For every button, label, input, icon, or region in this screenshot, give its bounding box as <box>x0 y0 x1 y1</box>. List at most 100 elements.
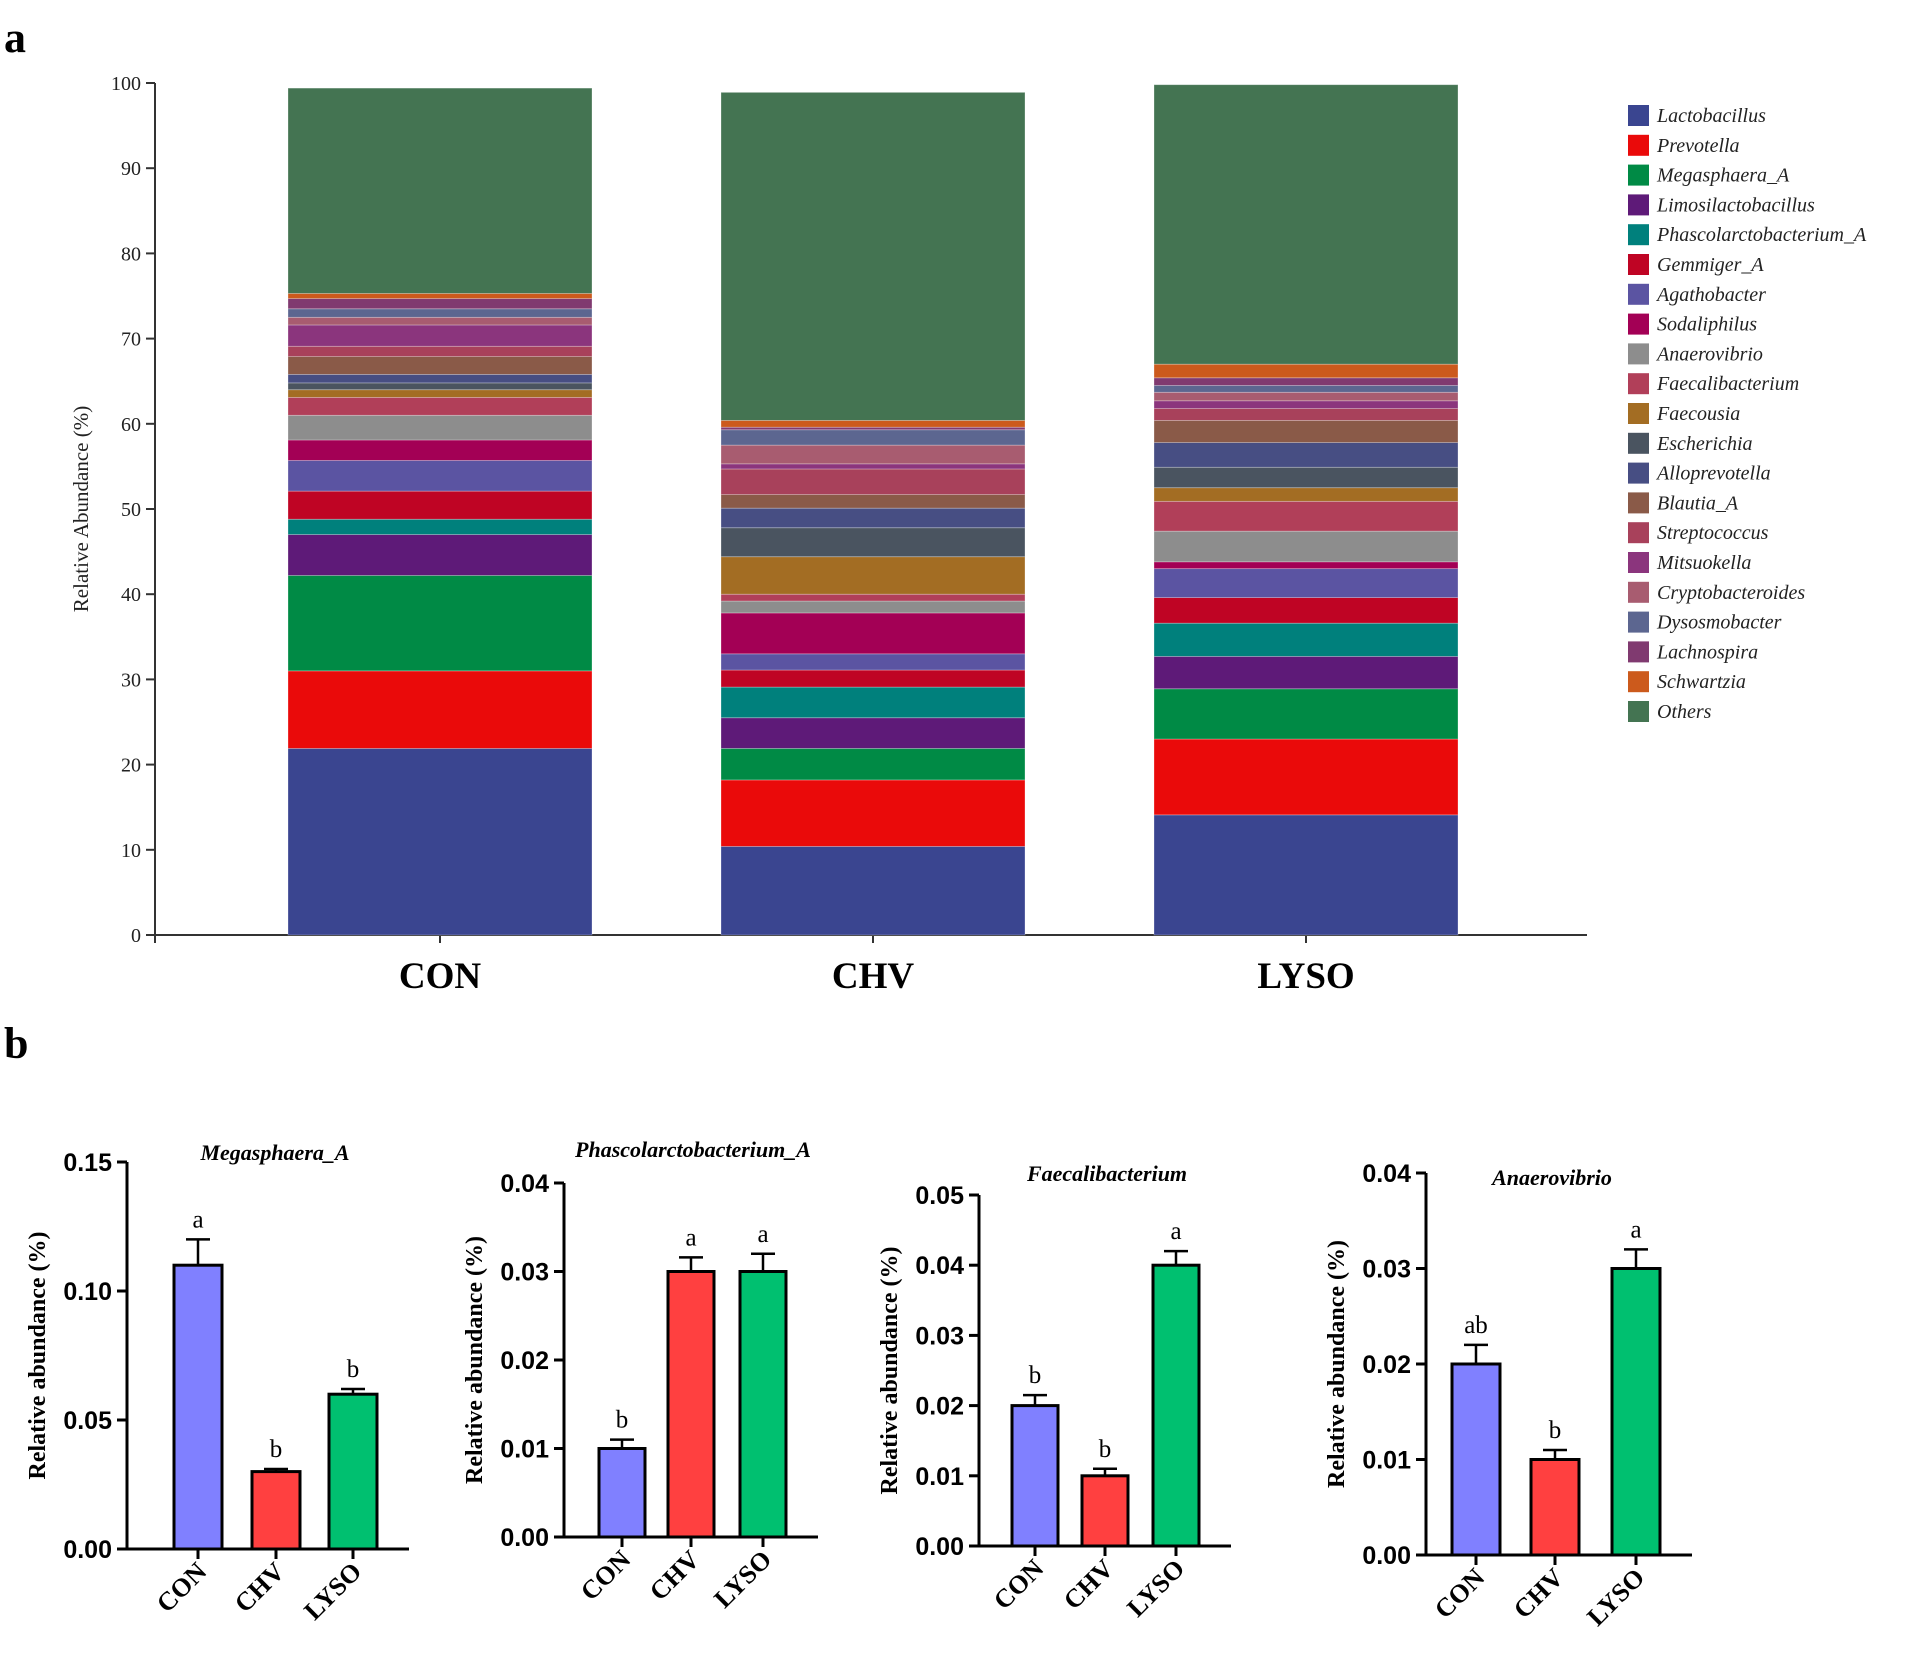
bar-segment-cryptobacteroides-lyso <box>1153 391 1459 402</box>
bar-chv <box>250 1470 302 1551</box>
bar-segment-sodaliphilus-lyso <box>1153 561 1459 570</box>
legend-label-sodaliphilus: Sodaliphilus <box>1657 314 1757 336</box>
y-tick-label: 0.02 <box>500 1347 549 1375</box>
legend-label-dysosmobacter: Dysosmobacter <box>1656 612 1782 634</box>
x-tick-label-lyso: LYSO <box>1581 1563 1650 1632</box>
bar-segment-agathobacter-chv <box>720 653 1026 671</box>
significance-letter-lyso: b <box>347 1356 360 1383</box>
legend-label-lactobacillus: Lactobacillus <box>1656 105 1766 127</box>
legend-swatch-others <box>1628 701 1649 722</box>
x-tick-label-chv: CHV <box>1508 1563 1570 1625</box>
legend-label-lachnospira: Lachnospira <box>1656 641 1758 663</box>
bar-segment-others-con <box>287 87 593 294</box>
bar-segment-dysosmobacter-con <box>287 308 593 318</box>
y-tick-label: 0.05 <box>63 1407 112 1435</box>
bar-segment-faecalibacterium-lyso <box>1153 500 1459 532</box>
x-tick-label-chv: CHV <box>229 1557 291 1619</box>
bar-segment-faecousia-lyso <box>1153 487 1459 502</box>
x-tick-label-lyso: LYSO <box>708 1545 777 1614</box>
y-tick-label: 0.00 <box>63 1536 112 1564</box>
legend-label-megasphaera-a: Megasphaera_A <box>1656 165 1790 187</box>
bar-segment-limosilactobacillus-chv <box>720 717 1026 749</box>
bar-segment-faecousia-con <box>287 389 593 398</box>
legend-swatch-dysosmobacter <box>1628 611 1649 633</box>
x-tick-label-con: CON <box>151 1557 213 1619</box>
bar-con <box>597 1447 647 1539</box>
panel-label-b: b <box>4 1019 28 1068</box>
bar-segment-mitsuokella-chv <box>720 463 1026 470</box>
y-tick-label: 0.02 <box>915 1393 964 1421</box>
y-tick-label: 40 <box>121 584 141 606</box>
bar-lyso <box>327 1392 379 1551</box>
legend-swatch-lachnospira <box>1628 641 1649 663</box>
bar-segment-cryptobacteroides-chv <box>720 444 1026 465</box>
bar-segment-streptococcus-lyso <box>1153 408 1459 421</box>
bar-segment-megasphaera-a-con <box>287 575 593 672</box>
y-tick-label: 0.02 <box>1362 1351 1411 1379</box>
legend-label-mitsuokella: Mitsuokella <box>1656 552 1751 574</box>
bar-segment-anaerovibrio-lyso <box>1153 530 1459 563</box>
legend-label-phascolarctobacterium-a: Phascolarctobacterium_A <box>1656 224 1867 246</box>
faecalibacterium-bar-chart: 0.00 0.01 0.02 0.03 0.04 0.05 Relative abundan… <box>877 1161 1231 1623</box>
legend-swatch-limosilactobacillus <box>1628 194 1649 216</box>
bar-segment-mitsuokella-con <box>287 324 593 347</box>
legend-swatch-streptococcus <box>1628 522 1649 544</box>
legend-label-prevotella: Prevotella <box>1656 135 1740 157</box>
legend-label-gemmiger-a: Gemmiger_A <box>1657 254 1764 276</box>
bar-chv <box>1529 1458 1581 1557</box>
y-tick-label: 0.05 <box>915 1182 964 1210</box>
bar-segment-cryptobacteroides-con <box>287 316 593 326</box>
x-tick-label-chv: CHV <box>644 1545 706 1607</box>
legend-swatch-gemmiger-a <box>1628 254 1649 275</box>
legend-label-limosilactobacillus: Limosilactobacillus <box>1656 194 1815 216</box>
legend-label-agathobacter: Agathobacter <box>1655 284 1766 306</box>
significance-letter-chv: a <box>685 1224 696 1251</box>
y-tick-label: 20 <box>121 755 141 777</box>
bar-segment-phascolarctobacterium-a-con <box>287 518 593 535</box>
bar-segment-alloprevotella-con <box>287 373 593 384</box>
bar-segment-lachnospira-lyso <box>1153 377 1459 386</box>
y-tick-label: 70 <box>121 329 141 351</box>
bar-segment-limosilactobacillus-lyso <box>1153 655 1459 690</box>
bar-segment-faecalibacterium-con <box>287 396 593 416</box>
significance-letter-con: b <box>616 1407 629 1434</box>
y-tick-label: 60 <box>121 414 141 436</box>
bar-segment-prevotella-con <box>287 670 593 749</box>
y-tick-label: 80 <box>121 243 141 265</box>
y-tick-label: 0.04 <box>500 1170 549 1198</box>
y-tick-label: 0.00 <box>1362 1542 1411 1570</box>
x-tick-label-con: CON <box>575 1545 637 1607</box>
bar-segment-faecousia-chv <box>720 556 1026 595</box>
bar-segment-blautia-a-con <box>287 356 593 375</box>
bar-lyso <box>1151 1263 1201 1548</box>
significance-letter-chv: b <box>270 1436 283 1463</box>
chart-title: Faecalibacterium <box>1026 1161 1187 1186</box>
y-tick-label: 100 <box>111 73 141 95</box>
legend-swatch-alloprevotella <box>1628 462 1649 484</box>
bar-segment-blautia-a-lyso <box>1153 419 1459 443</box>
y-axis-label: Relative abundance (%) <box>1324 1240 1350 1488</box>
bar-segment-streptococcus-chv <box>720 468 1026 495</box>
y-tick-label: 0.00 <box>500 1524 549 1552</box>
bar-segment-alloprevotella-lyso <box>1153 442 1459 468</box>
y-tick-label: 0.00 <box>915 1533 964 1561</box>
bar-segment-sodaliphilus-chv <box>720 612 1026 655</box>
bar-segment-megasphaera-a-lyso <box>1153 688 1459 740</box>
significance-letter-lyso: a <box>757 1221 768 1248</box>
bar-segment-anaerovibrio-con <box>287 414 593 441</box>
legend-label-anaerovibrio: Anaerovibrio <box>1655 343 1763 365</box>
bar-segment-lachnospira-con <box>287 298 593 310</box>
bar-segment-agathobacter-lyso <box>1153 568 1459 599</box>
x-tick-label-lyso: LYSO <box>1121 1554 1190 1623</box>
bar-segment-gemmiger-a-chv <box>720 669 1026 688</box>
bar-segment-dysosmobacter-chv <box>720 429 1026 446</box>
chart-title: Anaerovibrio <box>1490 1165 1612 1190</box>
bar-con <box>172 1263 224 1551</box>
chart-title: Megasphaera_A <box>199 1140 349 1165</box>
legend-label-streptococcus: Streptococcus <box>1657 522 1769 544</box>
bar-segment-sodaliphilus-con <box>287 439 593 461</box>
significance-letter-con: b <box>1029 1362 1042 1389</box>
significance-letter-con: ab <box>1464 1312 1488 1339</box>
legend-swatch-faecousia <box>1628 403 1649 424</box>
significance-letter-lyso: a <box>1630 1216 1641 1243</box>
